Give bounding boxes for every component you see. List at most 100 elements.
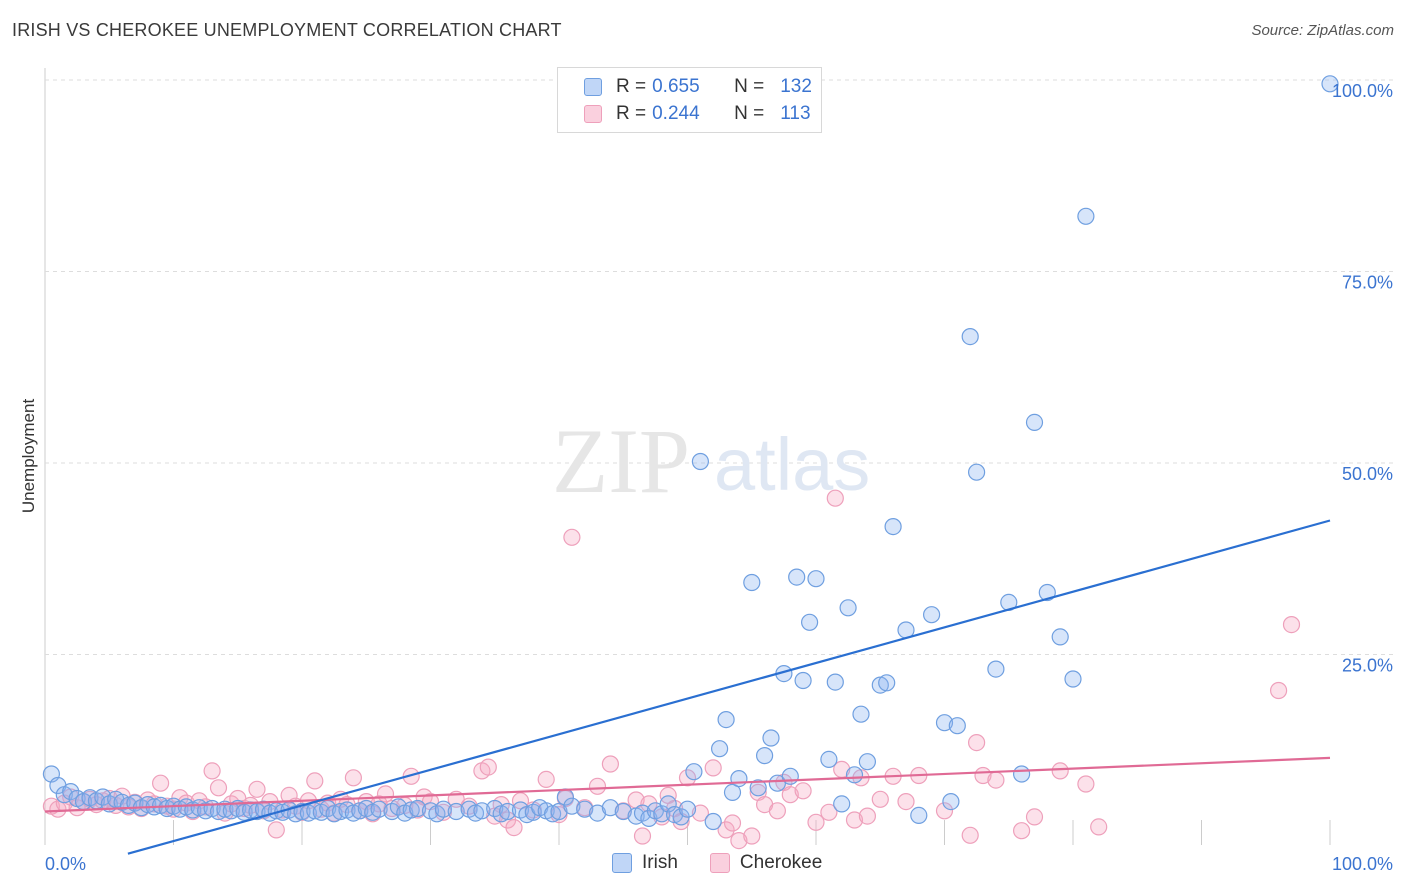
irish-point <box>1321 75 1339 93</box>
cherokee-point <box>280 786 298 805</box>
irish-point <box>1077 207 1095 225</box>
cherokee-point <box>633 827 652 845</box>
cherokee-point <box>691 804 710 822</box>
y-tick-label: 100.0% <box>1332 81 1393 101</box>
grid-layer <box>44 68 1393 845</box>
cherokee-point <box>49 800 67 818</box>
cherokee-point <box>845 811 864 829</box>
irish-point <box>807 570 825 588</box>
cherokee-point <box>723 814 742 832</box>
series-legend: Irish Cherokee <box>612 852 854 874</box>
irish-point <box>389 798 407 816</box>
cherokee-r-value: 0.244 <box>652 103 700 124</box>
irish-point <box>717 710 735 729</box>
irish-point <box>563 797 581 815</box>
cherokee-point <box>1077 775 1095 793</box>
cherokee-point <box>1282 615 1301 634</box>
trend-lines <box>44 519 1331 855</box>
cherokee-swatch <box>584 105 602 123</box>
irish-point <box>62 782 80 801</box>
cherokee-point <box>743 827 761 845</box>
irish-point <box>325 805 343 823</box>
chart-title: IRISH VS CHEROKEE UNEMPLOYMENT CORRELATI… <box>12 20 562 40</box>
irish-point <box>788 568 806 586</box>
irish-point <box>967 463 986 481</box>
cherokee-point <box>768 802 787 820</box>
cherokee-point <box>794 782 812 800</box>
irish-point <box>499 802 517 821</box>
cherokee-point <box>197 798 215 816</box>
irish-point <box>614 802 632 821</box>
cherokee-point <box>961 826 979 844</box>
irish-point <box>858 753 877 771</box>
irish-point <box>473 802 491 820</box>
irish-point <box>1025 413 1044 431</box>
cherokee-point <box>897 792 915 811</box>
cherokee-point <box>511 792 530 810</box>
irish-point <box>749 779 767 797</box>
cherokee-point <box>267 821 285 839</box>
irish-legend-swatch <box>612 853 632 873</box>
irish-point <box>332 802 350 821</box>
irish-point <box>576 800 594 818</box>
cherokee-point <box>826 489 844 507</box>
irish-r-label: R = <box>616 76 647 97</box>
legend-item-cherokee[interactable]: Cherokee <box>709 852 822 874</box>
cherokee-r-label: R = <box>616 103 647 124</box>
cherokee-point <box>717 821 735 839</box>
cherokee-point <box>537 770 555 789</box>
axis-labels: 25.0% 50.0% 75.0% 100.0% 0.0% 100.0% <box>45 81 1393 874</box>
y-tick-label: 75.0% <box>1342 273 1393 293</box>
cherokee-points <box>42 489 1301 850</box>
irish-point <box>743 573 761 592</box>
irish-point <box>550 802 568 821</box>
x-tick-label: 0.0% <box>45 854 86 874</box>
cherokee-point <box>858 807 877 825</box>
cherokee-point <box>479 758 497 776</box>
irish-r-value: 0.655 <box>652 76 700 97</box>
cherokee-legend-swatch <box>709 853 730 873</box>
cherokee-point <box>1269 681 1288 700</box>
cherokee-point <box>152 774 170 792</box>
cherokee-point <box>68 799 86 817</box>
cherokee-point <box>871 790 889 808</box>
legend-item-irish[interactable]: Irish <box>612 852 678 874</box>
legend-row-cherokee: R = 0.244 N = 113 <box>584 102 811 126</box>
cherokee-point <box>563 528 581 546</box>
cherokee-point <box>640 795 658 813</box>
irish-n-value: 132 <box>780 76 812 97</box>
cherokee-n-label: N = <box>734 103 765 124</box>
irish-point <box>800 613 819 631</box>
irish-point <box>351 802 369 820</box>
irish-point <box>659 795 677 813</box>
y-axis-title: Unemployment <box>19 399 38 514</box>
irish-point <box>845 766 864 784</box>
cherokee-point <box>1090 818 1108 836</box>
irish-point <box>922 606 941 624</box>
cherokee-point <box>376 785 395 803</box>
y-tick-label: 25.0% <box>1342 656 1393 676</box>
irish-point <box>730 769 748 788</box>
irish-point <box>942 792 960 811</box>
cherokee-point <box>987 771 1005 789</box>
cherokee-point <box>203 762 221 780</box>
irish-point <box>704 812 722 831</box>
irish-point <box>884 517 902 536</box>
cherokee-point <box>601 755 620 773</box>
cherokee-point <box>807 813 825 831</box>
irish-point <box>852 705 870 723</box>
cherokee-point <box>588 777 607 795</box>
cherokee-point <box>730 831 748 850</box>
cherokee-point <box>505 818 523 837</box>
cherokee-n-value: 113 <box>780 103 811 124</box>
correlation-legend: R = 0.655 N = 132 R = 0.244 N = 113 <box>557 67 822 133</box>
irish-point <box>370 800 388 818</box>
cherokee-point <box>248 780 266 798</box>
watermark-atlas: atlas <box>714 423 870 506</box>
cherokee-point <box>1051 762 1069 780</box>
watermark-zip: ZIP <box>552 410 690 512</box>
irish-point <box>935 714 954 732</box>
irish-point <box>653 805 671 823</box>
irish-point <box>94 788 112 806</box>
